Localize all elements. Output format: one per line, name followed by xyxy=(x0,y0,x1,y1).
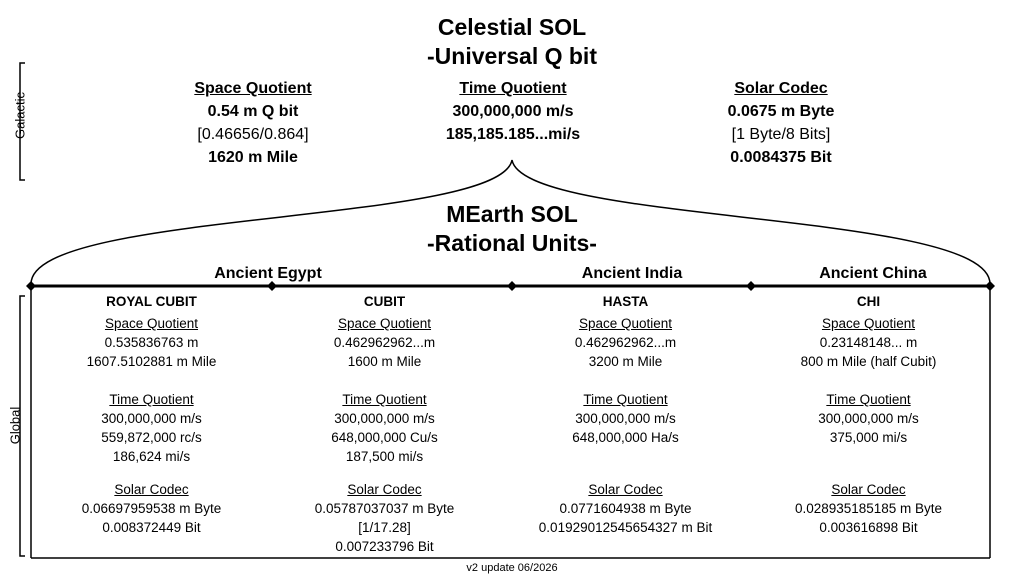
galactic-bracket xyxy=(19,62,25,181)
timeline-marker xyxy=(746,281,756,291)
curly-brace xyxy=(30,159,991,285)
solar-codec-heading: Solar Codec xyxy=(588,482,663,497)
solar-value: 0.0771604938 m Byte xyxy=(559,501,692,516)
galactic-time-heading: Time Quotient xyxy=(459,80,567,97)
galactic-solar-heading: Solar Codec xyxy=(734,80,828,97)
galactic-space-line3: 1620 m Mile xyxy=(208,149,298,166)
galactic-space-heading: Space Quotient xyxy=(194,80,312,97)
solar-codec-heading: Solar Codec xyxy=(831,482,906,497)
galactic-solar-line1: 0.0675 m Byte xyxy=(727,103,835,120)
global-label: Global xyxy=(7,406,23,445)
timeline-marker xyxy=(507,281,517,291)
time-value: 300,000,000 m/s xyxy=(334,411,435,426)
mearth-title: MEarth SOL -Rational Units- xyxy=(362,200,662,258)
galactic-label: Galactic xyxy=(12,92,28,139)
main-title: Celestial SOL -Universal Q bit xyxy=(312,13,712,71)
space-value: 0.462962962...m xyxy=(333,335,436,350)
region-ancient-egypt: Ancient Egypt xyxy=(214,265,322,282)
solar-value: 0.05787037037 m Byte xyxy=(314,501,455,516)
galactic-time-line1: 300,000,000 m/s xyxy=(452,103,574,120)
region-ancient-india: Ancient India xyxy=(581,265,683,282)
unit-name: HASTA xyxy=(602,294,649,309)
footer-version: v2 update 06/2026 xyxy=(466,562,558,574)
mearth-title-line2: -Rational Units- xyxy=(427,230,597,256)
solar-codec-heading: Solar Codec xyxy=(114,482,189,497)
time-value: 559,872,000 rc/s xyxy=(101,430,202,445)
space-value: 0.535836763 m xyxy=(104,335,199,350)
main-title-line1: Celestial SOL xyxy=(437,14,587,40)
galactic-solar-line2: [1 Byte/8 Bits] xyxy=(731,126,831,143)
time-quotient-heading: Time Quotient xyxy=(826,392,911,407)
unit-name: ROYAL CUBIT xyxy=(106,294,197,309)
solar-value: 0.06697959538 m Byte xyxy=(81,501,222,516)
timeline-marker xyxy=(26,281,36,291)
space-quotient-heading: Space Quotient xyxy=(578,316,673,331)
space-value: 1600 m Mile xyxy=(347,354,422,369)
column-royal-cubit: ROYAL CUBIT Space Quotient 0.535836763 m… xyxy=(31,293,272,537)
time-quotient-heading: Time Quotient xyxy=(109,392,194,407)
galactic-space-quotient: Space Quotient 0.54 m Q bit [0.46656/0.8… xyxy=(153,78,353,169)
time-quotient-heading: Time Quotient xyxy=(583,392,668,407)
galactic-solar-line3: 0.0084375 Bit xyxy=(730,149,832,166)
solar-value: 0.028935185185 m Byte xyxy=(794,501,943,516)
space-value: 1607.5102881 m Mile xyxy=(86,354,217,369)
timeline-markers xyxy=(26,281,995,291)
mearth-title-line1: MEarth SOL xyxy=(446,201,578,227)
global-bracket xyxy=(19,295,25,557)
unit-name: CUBIT xyxy=(363,294,406,309)
time-quotient-heading: Time Quotient xyxy=(342,392,427,407)
time-value: 300,000,000 m/s xyxy=(101,411,202,426)
time-value: 648,000,000 Cu/s xyxy=(331,430,438,445)
main-title-line2: -Universal Q bit xyxy=(427,43,597,69)
timeline-marker xyxy=(267,281,277,291)
space-value: 800 m Mile (half Cubit) xyxy=(800,354,937,369)
unit-name: CHI xyxy=(856,294,881,309)
space-value: 3200 m Mile xyxy=(588,354,663,369)
time-value: 186,624 mi/s xyxy=(112,449,191,464)
space-value: 0.23148148... m xyxy=(819,335,918,350)
time-value: 300,000,000 m/s xyxy=(575,411,676,426)
space-quotient-heading: Space Quotient xyxy=(104,316,199,331)
solar-value: 0.007233796 Bit xyxy=(335,539,434,554)
timeline-marker xyxy=(985,281,995,291)
solar-codec-heading: Solar Codec xyxy=(347,482,422,497)
galactic-space-line1: 0.54 m Q bit xyxy=(207,103,299,120)
galactic-space-line2: [0.46656/0.864] xyxy=(197,126,309,143)
time-value: 375,000 mi/s xyxy=(829,430,908,445)
column-hasta: HASTA Space Quotient 0.462962962...m 320… xyxy=(505,293,746,537)
galactic-time-line2: 185,185.185...mi/s xyxy=(445,126,581,143)
solar-value: [1/17.28] xyxy=(358,520,411,535)
space-quotient-heading: Space Quotient xyxy=(337,316,432,331)
column-cubit: CUBIT Space Quotient 0.462962962...m 160… xyxy=(264,293,505,556)
space-quotient-heading: Space Quotient xyxy=(821,316,916,331)
galactic-solar-codec: Solar Codec 0.0675 m Byte [1 Byte/8 Bits… xyxy=(681,78,881,169)
space-value: 0.462962962...m xyxy=(574,335,677,350)
time-value: 648,000,000 Ha/s xyxy=(572,430,679,445)
solar-value: 0.003616898 Bit xyxy=(819,520,918,535)
time-value: 187,500 mi/s xyxy=(345,449,424,464)
galactic-time-quotient: Time Quotient 300,000,000 m/s 185,185.18… xyxy=(403,78,623,146)
solar-value: 0.008372449 Bit xyxy=(102,520,201,535)
time-value: 300,000,000 m/s xyxy=(818,411,919,426)
solar-value: 0.01929012545654327 m Bit xyxy=(538,520,713,535)
column-chi: CHI Space Quotient 0.23148148... m 800 m… xyxy=(748,293,989,537)
region-ancient-china: Ancient China xyxy=(819,265,927,282)
